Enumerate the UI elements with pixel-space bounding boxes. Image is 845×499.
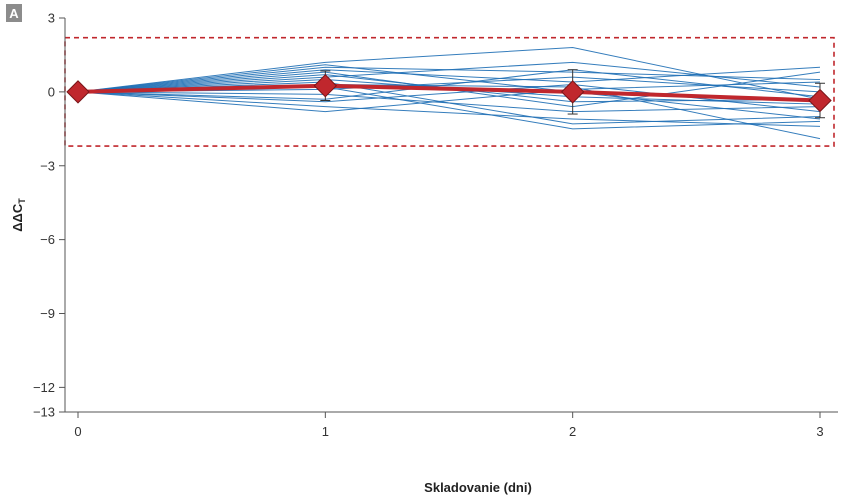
y-tick-label: −6 bbox=[40, 232, 55, 247]
threshold-box-layer bbox=[64, 36, 835, 147]
mean-diamond-marker bbox=[66, 80, 90, 104]
panel-label-box bbox=[6, 4, 22, 22]
series-line bbox=[77, 69, 821, 100]
mean-series-layer bbox=[66, 69, 832, 119]
series-line bbox=[77, 61, 821, 93]
y-axis-title-subscript: T bbox=[17, 198, 27, 204]
y-tick-label: 3 bbox=[48, 11, 55, 26]
x-tick-label: 2 bbox=[569, 424, 576, 439]
mean-diamond-marker bbox=[560, 80, 585, 104]
y-axis-title-main: ΔΔC bbox=[10, 203, 25, 232]
series-line bbox=[77, 81, 821, 113]
series-line bbox=[77, 64, 821, 120]
y-tick-label: −3 bbox=[40, 158, 55, 173]
panel-label: A bbox=[9, 6, 19, 21]
series-line bbox=[77, 91, 821, 113]
series-line bbox=[77, 47, 821, 100]
mean-series-line bbox=[77, 83, 821, 103]
x-axis-title: Skladovanie (dni) bbox=[424, 480, 532, 495]
y-tick-label: −12 bbox=[33, 380, 55, 395]
y-tick-label: −9 bbox=[40, 306, 55, 321]
mean-diamond-marker bbox=[313, 74, 338, 98]
axes-layer: 3 0 −3 −6 −9 −12 −13 0 1 2 3 bbox=[33, 11, 838, 439]
threshold-box bbox=[64, 36, 835, 147]
series-line bbox=[77, 91, 821, 127]
y-tick-label: −13 bbox=[33, 405, 55, 420]
y-tick-label: 0 bbox=[48, 84, 55, 99]
x-tick-label: 0 bbox=[74, 424, 81, 439]
panel-label-badge: A bbox=[6, 4, 22, 22]
x-tick-label: 3 bbox=[816, 424, 823, 439]
series-layer bbox=[77, 47, 821, 140]
y-axis-title: ΔΔCT bbox=[10, 198, 27, 232]
x-tick-label: 1 bbox=[322, 424, 329, 439]
mean-diamond-marker bbox=[808, 88, 832, 113]
